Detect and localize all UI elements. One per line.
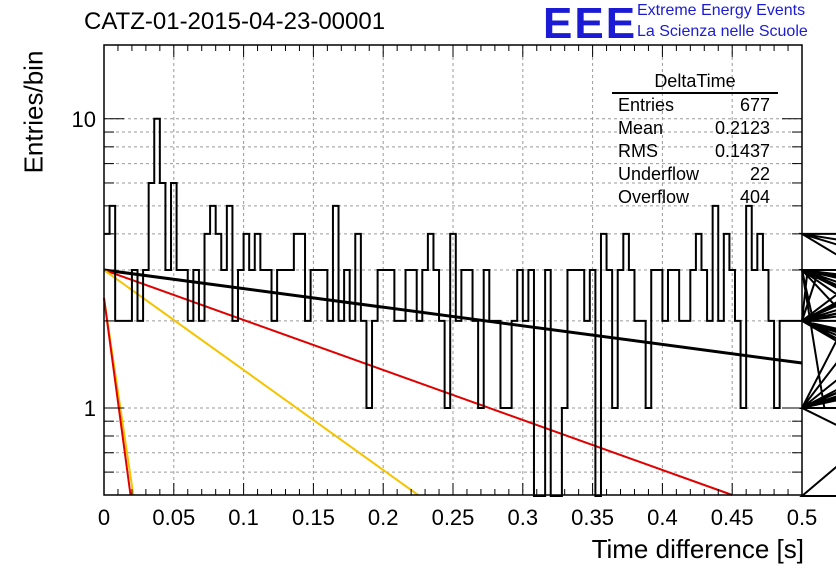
fit-line [103,268,803,365]
y-tick-label: 1 [84,396,96,421]
stats-value: 22 [749,164,770,184]
x-tick-label: 0.2 [368,505,399,530]
stats-label: Underflow [618,164,700,184]
stats-row-overflow: Overflow 404 [612,186,778,209]
stats-label: Mean [618,118,664,138]
stats-row-mean: Mean 0.2123 [612,117,778,140]
stats-label: Overflow [618,187,690,207]
stats-row-underflow: Underflow 22 [612,163,778,186]
x-tick-label: 0.1 [228,505,259,530]
y-tick-label: 10 [72,107,96,132]
stats-value: 0.2123 [714,118,770,138]
histogram-outline [104,117,836,497]
x-tick-label: 0.25 [432,505,475,530]
x-tick-label: 0.5 [787,505,818,530]
fit-line [103,269,733,496]
logo-subtitle-1: Extreme Energy Events [637,2,806,19]
x-tick-label: 0.4 [647,505,678,530]
logo-subtitle-2: La Scienza nelle Scuole [637,23,808,40]
x-tick-label: 0.45 [711,505,754,530]
plot-title: CATZ-01-2015-04-23-00001 [84,8,386,35]
eee-logo: EEE [543,0,638,48]
stats-label: Entries [618,95,675,115]
fit-line [103,297,132,496]
stats-label: RMS [618,141,658,161]
x-tick-label: 0 [98,505,110,530]
stats-row-entries: Entries 677 [612,94,778,117]
stats-title: DeltaTime [612,70,778,94]
x-tick-label: 0.15 [292,505,335,530]
x-tick-label: 0.05 [152,505,195,530]
x-axis-label: Time difference [s] [591,534,804,564]
stats-value: 677 [739,95,770,115]
stats-row-rms: RMS 0.1437 [612,140,778,163]
x-tick-label: 0.3 [508,505,539,530]
stats-value: 404 [739,187,770,207]
stats-box: DeltaTime Entries 677 Mean 0.2123 RMS 0.… [612,70,778,209]
fit-line [103,269,419,496]
stats-value: 0.1437 [714,141,770,161]
y-axis-label: Entries/bin [18,50,49,174]
x-tick-label: 0.35 [571,505,614,530]
